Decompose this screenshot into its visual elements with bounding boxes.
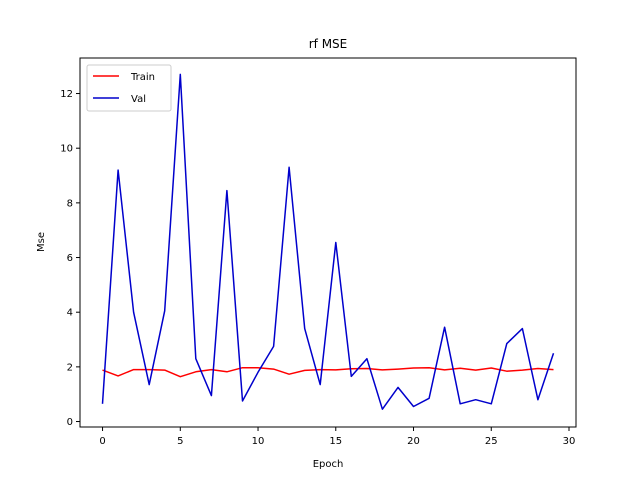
legend-label-val: Val [131,94,146,105]
x-tick-label: 0 [99,436,105,447]
x-axis: 0 5 10 15 20 25 30 [99,427,575,447]
series-line-val [101,73,555,410]
y-tick-label: 0 [67,417,73,428]
y-tick-label: 6 [67,253,73,264]
chart-title: rf MSE [309,37,348,51]
x-tick-label: 5 [177,436,183,447]
series-layer [101,73,555,410]
x-tick-label: 15 [329,436,342,447]
legend-box [86,64,172,112]
plot-area-frame [79,57,577,428]
y-tick-label: 12 [60,89,73,100]
x-tick-label: 25 [485,436,498,447]
legend: Train Val [86,64,172,112]
y-tick-label: 2 [67,362,73,373]
y-tick-label: 4 [67,308,73,319]
x-tick-label: 10 [252,436,265,447]
series-line-train [102,366,554,378]
x-tick-label: 30 [563,436,576,447]
y-tick-label: 8 [67,198,73,209]
x-tick-label: 20 [407,436,420,447]
y-axis-label: Mse [36,232,47,252]
x-axis-label: Epoch [313,459,344,470]
y-tick-label: 10 [60,144,73,155]
legend-label-train: Train [130,72,155,83]
y-axis: 0 2 4 6 8 10 12 [60,89,80,428]
